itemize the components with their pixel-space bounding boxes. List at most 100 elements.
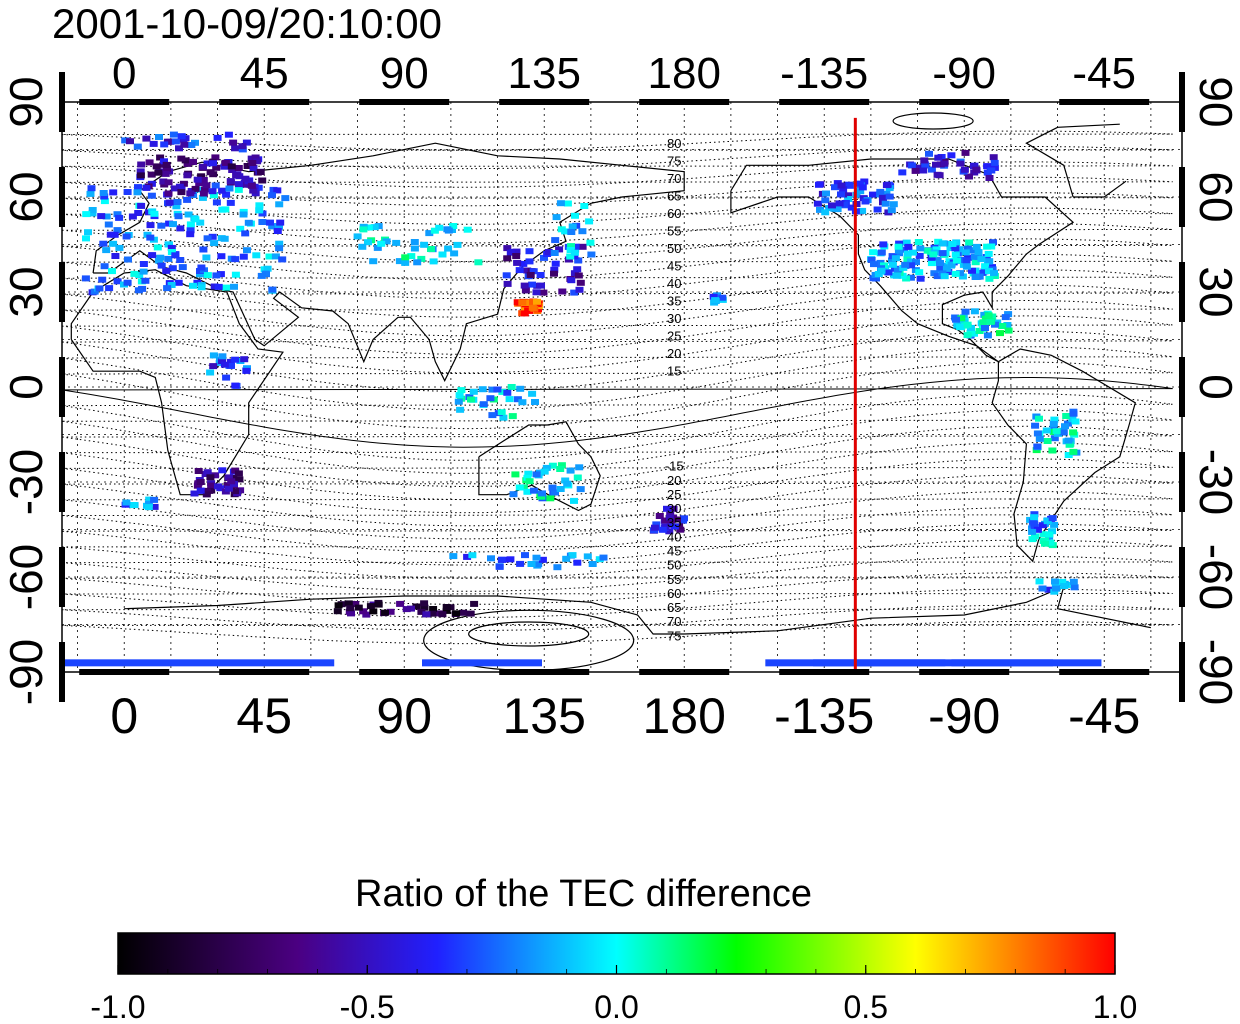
tec-pixel (444, 245, 453, 252)
mag-contour (62, 539, 1173, 579)
tec-pixel (203, 160, 212, 167)
tec-pixel (187, 142, 196, 148)
tec-pixel (1046, 539, 1055, 546)
tec-pixel (932, 246, 941, 253)
tec-pixel (574, 272, 583, 279)
axis-ticks (59, 72, 1185, 702)
tec-pixel (136, 168, 145, 175)
tec-pixel (920, 157, 929, 164)
tec-pixel (148, 252, 157, 259)
tec-pixel (275, 223, 283, 230)
tec-pixel (191, 185, 200, 192)
tec-pixel (580, 203, 589, 209)
tec-pixel (895, 240, 904, 247)
tec-pixel (275, 245, 284, 252)
tec-pixel (370, 224, 379, 231)
tec-pixel (502, 272, 511, 279)
tec-pixel (208, 188, 217, 195)
tec-pixel (249, 187, 258, 194)
tec-pixel (982, 254, 991, 260)
axis-tick (1059, 99, 1150, 105)
axis-tick (219, 99, 310, 105)
tec-pixel (1064, 437, 1073, 444)
tec-pixel (430, 227, 439, 234)
tec-pixel (407, 605, 415, 612)
tec-pixel (183, 172, 192, 179)
tec-pixel (540, 468, 549, 475)
tec-pixel (987, 243, 996, 250)
tec-pixel (257, 272, 266, 279)
tec-pixel (884, 269, 893, 276)
tec-pixel (1048, 528, 1056, 535)
tec-pixel (971, 259, 980, 266)
colorbar-tick-label: 1.0 (1093, 989, 1137, 1024)
tec-pixel (921, 162, 930, 169)
tec-pixel (938, 240, 947, 247)
tec-pixel (519, 260, 528, 267)
tec-pixel (175, 183, 184, 190)
tec-pixel (821, 209, 830, 216)
tec-pixel (234, 181, 243, 188)
tec-pixel (984, 312, 993, 319)
tec-pixel (217, 253, 226, 260)
colorbar-tick-label: -0.5 (340, 989, 395, 1024)
tec-pixel (469, 388, 478, 395)
tec-pixel (970, 163, 978, 170)
tec-pixel (227, 478, 236, 485)
tec-pixel (190, 490, 199, 497)
tec-pixel (234, 165, 243, 171)
tec-pixel (523, 267, 532, 274)
axis-tick (59, 357, 65, 417)
tec-pixel (222, 374, 231, 381)
tec-pixel (183, 196, 192, 203)
colorbar: -1.0 -0.5 0.0 0.5 1.0 (90, 932, 1137, 1024)
tec-pixel (998, 323, 1007, 329)
contour-label: 25 (667, 487, 681, 502)
tec-pixel (1004, 327, 1013, 334)
coastline (991, 348, 1137, 563)
axis-tick (59, 547, 65, 607)
tec-pixel (81, 275, 90, 282)
tec-pixel (90, 288, 99, 295)
tec-pixel (893, 266, 902, 273)
tec-pixel (82, 235, 90, 242)
tec-pixel (438, 611, 447, 618)
tec-pixel (985, 175, 994, 181)
tec-pixel (154, 169, 163, 176)
tec-pixel (839, 186, 848, 193)
tec-pixel (235, 476, 244, 483)
tec-pixel (113, 227, 122, 234)
tec-pixel (459, 609, 468, 616)
tec-pixel (178, 264, 187, 271)
tec-pixel (221, 159, 230, 166)
axis-tick (59, 642, 65, 702)
tec-pixel (525, 258, 534, 265)
tec-pixel (358, 243, 367, 250)
tec-pixel (970, 253, 979, 260)
tec-pixel (177, 133, 186, 140)
tec-pixel (837, 182, 846, 189)
tec-pixel (258, 177, 267, 184)
contour-label: 75 (667, 153, 681, 168)
tec-pixel (243, 247, 251, 254)
tec-pixel (663, 505, 671, 512)
tec-band (422, 659, 542, 667)
tec-pixel (218, 187, 227, 194)
tec-pixel (121, 137, 130, 144)
axis-tick (59, 167, 65, 227)
tec-pixel (951, 251, 960, 258)
tec-pixel (972, 243, 981, 250)
tec-pixel (203, 488, 211, 495)
tec-pixel (254, 184, 263, 191)
tec-pixel (537, 282, 545, 289)
tec-pixel (457, 387, 466, 394)
tec-pixel (1064, 452, 1073, 458)
tec-pixel (255, 207, 264, 214)
tec-pixel (923, 247, 932, 254)
tec-pixel (529, 268, 538, 275)
tec-pixel (951, 245, 960, 252)
lon-tick-label: -135 (774, 688, 874, 744)
tec-pixel (1035, 415, 1043, 422)
tec-pixel (97, 213, 106, 220)
tec-pixel (567, 277, 576, 284)
